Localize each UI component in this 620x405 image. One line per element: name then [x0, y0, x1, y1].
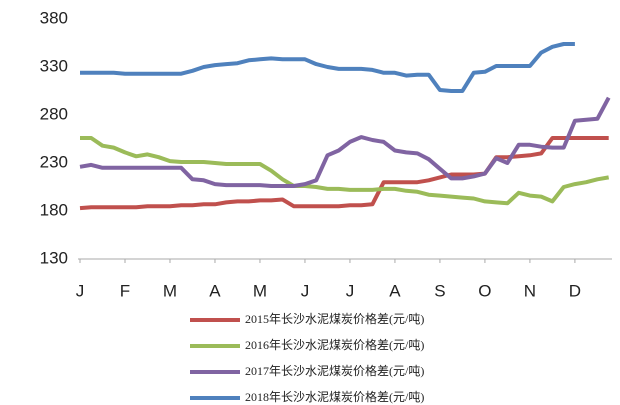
y-tick-label: 130 — [40, 248, 68, 267]
x-tick-label: F — [120, 281, 130, 300]
legend-label: 2018年长沙水泥煤炭价格差(元/吨) — [245, 389, 424, 404]
x-tick-label: J — [301, 281, 310, 300]
x-tick-label: M — [163, 281, 177, 300]
y-tick-label: 230 — [40, 152, 68, 171]
legend-label: 2017年长沙水泥煤炭价格差(元/吨) — [245, 363, 424, 378]
x-tick-label: A — [209, 281, 221, 300]
y-tick-label: 280 — [40, 104, 68, 123]
series-line — [80, 136, 610, 206]
x-tick-label: S — [434, 281, 445, 300]
x-tick-label: O — [478, 281, 491, 300]
legend-label: 2016年长沙水泥煤炭价格差(元/吨) — [245, 337, 424, 352]
x-tick-label: M — [253, 281, 267, 300]
y-tick-label: 180 — [40, 200, 68, 219]
series-line — [79, 96, 611, 188]
y-tick-label: 330 — [40, 56, 68, 75]
series-line — [79, 136, 609, 211]
x-tick-label: N — [524, 281, 536, 300]
legend-label: 2015年长沙水泥煤炭价格差(元/吨) — [245, 311, 424, 326]
series-line — [80, 42, 575, 93]
x-tick-label: D — [569, 281, 581, 300]
x-tick-label: J — [76, 281, 85, 300]
y-tick-label: 380 — [40, 8, 68, 27]
x-tick-label: J — [346, 281, 355, 300]
x-tick-label: A — [389, 281, 401, 300]
